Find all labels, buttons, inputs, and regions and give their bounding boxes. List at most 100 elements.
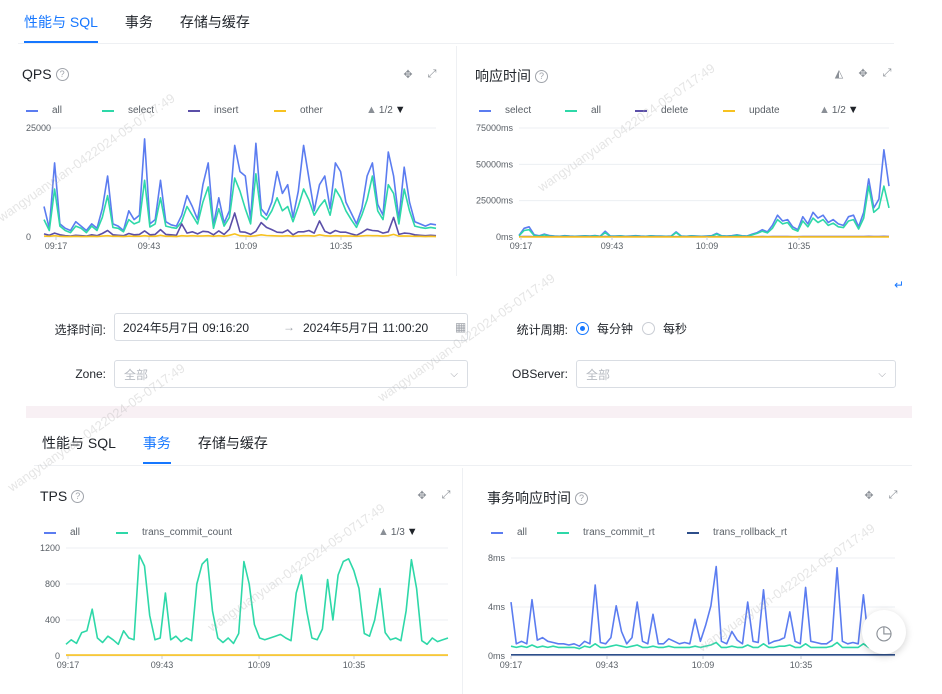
page-next-icon[interactable]: ▼ [847,104,859,116]
legend-label: select [505,105,532,116]
page-prev-icon[interactable]: ▲ [819,104,830,116]
series-line-all[interactable] [518,185,890,238]
chevron-down-icon: ⌵ [450,368,458,380]
legend-item-other[interactable]: other [274,105,350,116]
legend-item-all[interactable]: all [565,105,635,116]
pager-text: 1/2 [831,104,846,116]
x-tick-label: 09:43 [138,241,161,251]
qps-legend: all select insert other [26,105,350,116]
legend-item-select[interactable]: select [102,105,188,116]
legend-swatch [116,531,128,534]
drag-icon[interactable]: ✥ [403,68,413,81]
y-tick-label: 1200 [40,543,60,553]
tps-title-text: TPS [40,488,68,504]
radio-per-second[interactable]: 每秒 [642,320,687,337]
series-line-trans-commit-count[interactable] [65,554,449,646]
legend-swatch [687,531,699,534]
page-prev-icon[interactable]: ▲ [366,104,377,116]
drag-icon[interactable]: ✥ [417,489,427,502]
legend-item-trans-commit-rt[interactable]: trans_commit_rt [557,527,687,538]
legend-item-delete[interactable]: delete [635,105,723,116]
legend-label: all [52,105,63,116]
observer-select[interactable]: 全部 ⌵ [576,360,896,388]
time-start[interactable]: 2024年5月7日 09:16:20 [123,320,250,335]
fullscreen-icon[interactable]: ⤢ [427,67,437,80]
history-float-button[interactable]: ◷ [862,610,906,654]
fullscreen-icon[interactable]: ⤢ [882,66,892,79]
tps-card: TPS ? ✥ ⤢ all trans_commit_count ▲ 1/3 ▼… [26,468,458,694]
series-line-select[interactable] [43,172,437,234]
tab-transactions[interactable]: 事务 [124,14,153,30]
zone-placeholder: 全部 [124,367,149,382]
radio-dot [576,322,589,335]
y-tick-label: 800 [45,579,60,589]
tps-pager: ▲ 1/3 ▼ [378,526,418,538]
trt-tools: ✥ ⤢ [863,488,899,502]
legend-item-trans-rollback-rt[interactable]: trans_rollback_rt [687,527,787,538]
question-circle-icon[interactable]: ? [55,67,69,81]
rt-title: 响应时间 ? [475,66,548,86]
calendar-icon[interactable]: ▦ [455,320,467,334]
time-end[interactable]: 2024年5月7日 11:00:20 [303,320,429,335]
legend-item-update[interactable]: update [723,105,803,116]
bottom-tabs-divider [34,465,912,466]
legend-label: trans_rollback_rt [713,527,787,538]
trt-card: 事务响应时间 ? ✥ ⤢ all trans_commit_rt trans_r… [462,468,902,694]
legend-label: trans_commit_rt [583,527,655,538]
rt-title-text: 响应时间 [475,68,531,84]
legend-swatch [274,109,286,112]
legend-item-trans-commit-count[interactable]: trans_commit_count [116,527,232,538]
legend-item-all[interactable]: all [26,105,102,116]
tps-chart[interactable]: 1200 800 400 009:17 09:43 10:09 10:35 [26,542,458,692]
observer-placeholder: 全部 [586,367,611,382]
x-tick-label: 10:35 [788,241,811,251]
time-range-picker[interactable]: 2024年5月7日 09:16:20 → 2024年5月7日 11:00:20 … [114,313,468,341]
page-next-icon[interactable]: ▼ [406,526,418,538]
question-circle-icon[interactable]: ? [535,69,548,83]
page-next-icon[interactable]: ▼ [394,104,406,116]
question-circle-icon[interactable]: ? [71,489,85,503]
series-line-trans-commit-rt[interactable] [510,641,896,650]
tab-performance-sql[interactable]: 性能与 SQL [24,0,98,44]
tab-performance-sql[interactable]: 性能与 SQL [42,435,116,451]
zone-label: Zone: [75,367,106,381]
legend-item-all[interactable]: all [491,527,557,538]
drag-icon[interactable]: ✥ [864,489,874,502]
radio-per-minute[interactable]: 每分钟 [576,320,633,337]
legend-item-insert[interactable]: insert [188,105,274,116]
zone-select[interactable]: 全部 ⌵ [114,360,468,388]
page-prev-icon[interactable]: ▲ [378,526,389,538]
legend-swatch [26,109,38,112]
y-tick-label: 400 [45,615,60,625]
x-tick-label: 09:17 [510,241,533,251]
qps-card: QPS ? ✥ ⤢ all select insert other ▲ 1/2 … [8,46,454,276]
drag-icon[interactable]: ✥ [858,67,868,80]
legend-label: select [128,105,155,116]
qps-chart[interactable]: 25000 0 09:17 09:43 10:09 10:35 [8,120,454,270]
range-arrow-icon: → [283,320,295,334]
legend-swatch [723,109,735,112]
x-tick-label: 10:35 [343,660,366,670]
series-line-all[interactable] [510,565,896,647]
tab-transactions[interactable]: 事务 [142,421,171,465]
tab-storage-cache[interactable]: 存储与缓存 [179,14,250,30]
series-line-all[interactable] [43,138,437,232]
tab-storage-cache[interactable]: 存储与缓存 [197,435,268,451]
question-circle-icon[interactable]: ? [575,491,588,505]
area-chart-icon[interactable]: ◭ [834,67,844,80]
enter-icon[interactable]: ↵ [894,278,905,292]
legend-swatch [102,109,114,112]
pager-text: 1/2 [378,104,393,116]
series-line-other[interactable] [43,233,437,238]
qps-title-text: QPS [22,66,52,82]
legend-swatch [44,531,56,534]
legend-item-all[interactable]: all [44,527,116,538]
fullscreen-icon[interactable]: ⤢ [888,488,898,501]
series-line-insert[interactable] [43,212,437,237]
y-tick-label: 0 [26,232,31,242]
top-tabs: 性能与 SQL 事务 存储与缓存 [24,0,277,44]
legend-item-select[interactable]: select [479,105,565,116]
fullscreen-icon[interactable]: ⤢ [441,488,451,501]
